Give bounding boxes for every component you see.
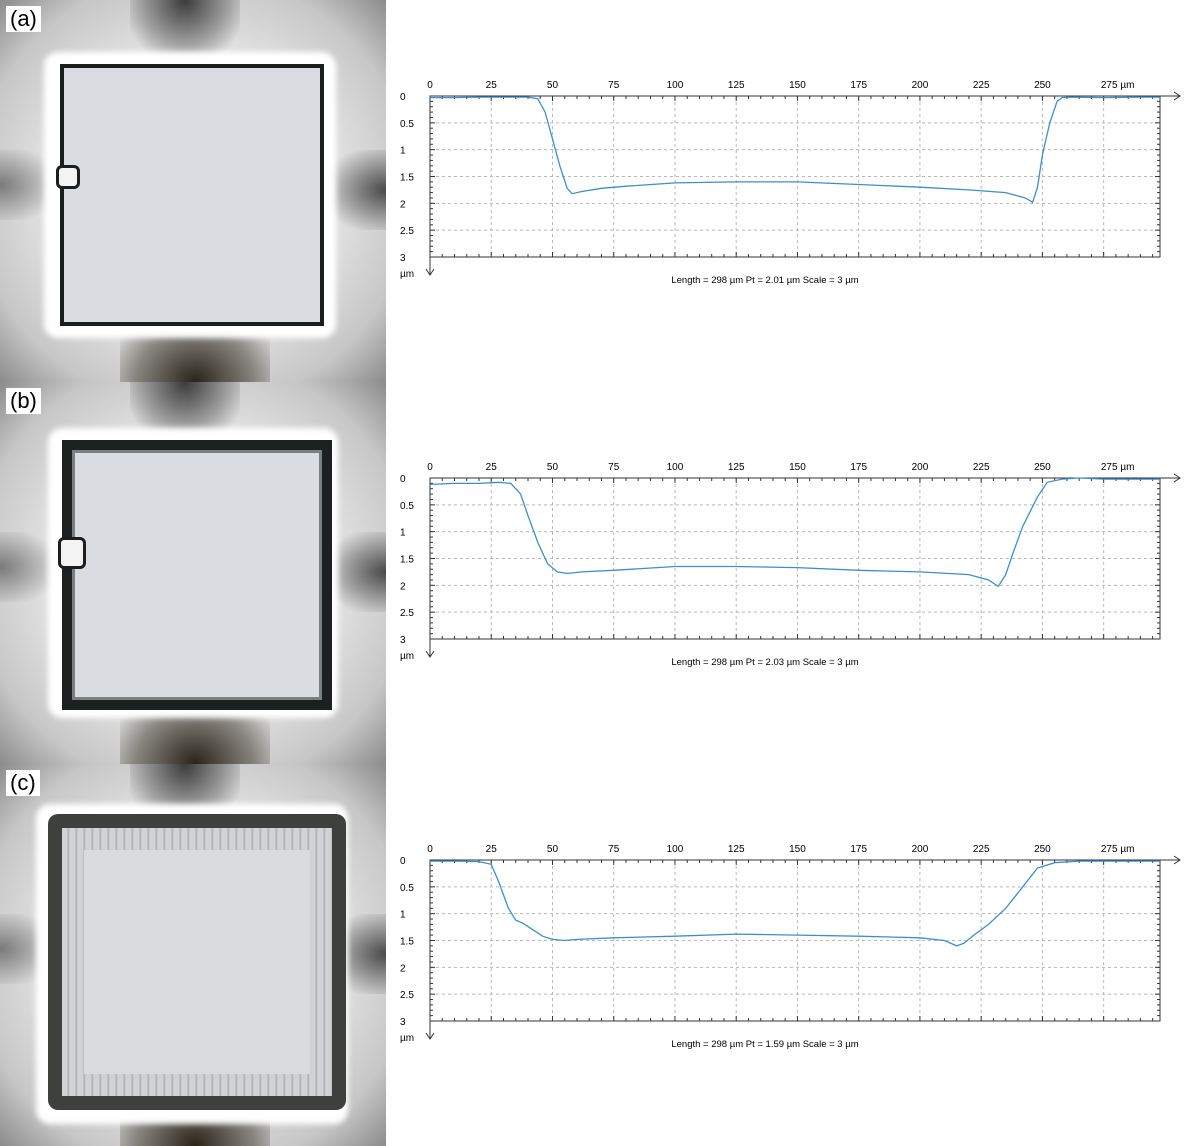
x-tick-label: 0 xyxy=(427,462,433,473)
x-tick-label: 150 xyxy=(789,462,806,473)
x-tick-label: 100 xyxy=(667,462,684,473)
micrograph-a: (a) xyxy=(0,0,386,382)
x-tick-label: 0 xyxy=(427,844,433,855)
profile-chart: 0 25 50 75 100 125 150 175 200 225 250 275 µm 0 0.5 1 1… xyxy=(400,462,1181,668)
y-tick-label: 2.5 xyxy=(400,990,414,1001)
y-unit-label: µm xyxy=(400,1033,414,1044)
y-tick-label: 3 xyxy=(400,1017,406,1028)
y-tick-label: 3 xyxy=(400,635,406,646)
shadow xyxy=(130,0,240,60)
x-tick-label: 250 xyxy=(1034,80,1051,91)
micrograph-b: (b) xyxy=(0,382,386,764)
panel-b: (b) 0 25 50 75 100 125 150 175 200 225 250 275 µm 0 0… xyxy=(0,382,1187,764)
panel-c: (c) 0 25 50 75 100 125 150 175 200 225 250 275 µm 0 0… xyxy=(0,764,1187,1146)
notch xyxy=(58,537,86,569)
y-axis-arrowhead xyxy=(425,650,435,658)
shadow xyxy=(326,150,386,230)
x-tick-label: 100 xyxy=(667,844,684,855)
chart-caption: Length = 298 µm Pt = 1.59 µm Scale = 3 µ… xyxy=(671,1039,858,1050)
y-axis-arrowhead xyxy=(425,1032,435,1040)
profile-chart-a: 0 25 50 75 100 125 150 175 200 225 250 275 µm 0 0.5 1 1… xyxy=(386,60,1186,305)
y-tick-label: 0 xyxy=(400,856,406,867)
x-tick-label: 250 xyxy=(1034,844,1051,855)
x-axis-arrowhead xyxy=(1173,91,1181,101)
x-tick-label: 25 xyxy=(486,80,498,91)
profile-line xyxy=(430,860,1160,947)
square-interior xyxy=(84,850,310,1074)
y-tick-label: 2 xyxy=(400,963,406,974)
x-tick-label: 225 xyxy=(973,844,990,855)
y-tick-label: 1 xyxy=(400,146,406,157)
profile-line xyxy=(429,477,1160,588)
y-tick-label: 1.5 xyxy=(400,555,414,566)
profile-chart: 0 25 50 75 100 125 150 175 200 225 250 275 µm 0 0.5 1 1… xyxy=(400,80,1181,286)
etched-square xyxy=(60,64,324,326)
x-tick-label: 275 µm xyxy=(1101,462,1135,473)
y-tick-label: 2.5 xyxy=(400,226,414,237)
x-tick-label: 200 xyxy=(912,844,929,855)
x-tick-label: 175 xyxy=(850,844,867,855)
y-tick-label: 2 xyxy=(400,581,406,592)
y-unit-label: µm xyxy=(400,651,414,662)
panel-label: (c) xyxy=(6,770,40,796)
y-tick-label: 0.5 xyxy=(400,501,414,512)
profile-chart-b: 0 25 50 75 100 125 150 175 200 225 250 275 µm 0 0.5 1 1… xyxy=(386,442,1186,687)
x-tick-label: 25 xyxy=(486,844,498,855)
profile-chart-c: 0 25 50 75 100 125 150 175 200 225 250 275 µm 0 0.5 1 1… xyxy=(386,824,1186,1069)
notch xyxy=(56,165,80,189)
x-tick-label: 225 xyxy=(973,462,990,473)
y-unit-label: µm xyxy=(400,269,414,280)
x-tick-label: 275 µm xyxy=(1101,844,1135,855)
panel-label: (a) xyxy=(6,6,41,32)
x-axis-arrowhead xyxy=(1173,855,1181,865)
profile-chart: 0 25 50 75 100 125 150 175 200 225 250 275 µm 0 0.5 1 1… xyxy=(400,844,1181,1050)
x-tick-label: 150 xyxy=(789,80,806,91)
x-tick-label: 50 xyxy=(547,844,559,855)
x-tick-label: 275 µm xyxy=(1101,80,1135,91)
y-tick-label: 0 xyxy=(400,92,406,103)
x-tick-label: 75 xyxy=(608,80,620,91)
chart-caption: Length = 298 µm Pt = 2.01 µm Scale = 3 µ… xyxy=(671,275,858,286)
x-tick-label: 175 xyxy=(850,80,867,91)
x-axis-arrowhead xyxy=(1173,473,1181,483)
x-tick-label: 175 xyxy=(850,462,867,473)
x-tick-label: 125 xyxy=(728,462,745,473)
profile-line xyxy=(430,96,1160,204)
x-tick-label: 50 xyxy=(547,462,559,473)
x-tick-label: 0 xyxy=(427,80,433,91)
etched-square xyxy=(48,814,346,1110)
y-tick-label: 1.5 xyxy=(400,173,414,184)
y-tick-label: 2.5 xyxy=(400,608,414,619)
x-tick-label: 225 xyxy=(973,80,990,91)
x-tick-label: 200 xyxy=(912,462,929,473)
x-tick-label: 100 xyxy=(667,80,684,91)
x-tick-label: 250 xyxy=(1034,462,1051,473)
x-tick-label: 150 xyxy=(789,844,806,855)
shadow xyxy=(0,532,55,602)
y-tick-label: 1 xyxy=(400,910,406,921)
etched-square xyxy=(62,440,332,710)
x-tick-label: 25 xyxy=(486,462,498,473)
y-tick-label: 2 xyxy=(400,199,406,210)
panel-a: (a) 0 25 50 75 100 125 150 175 200 225 250 275 µm 0 0… xyxy=(0,0,1187,382)
x-tick-label: 125 xyxy=(728,844,745,855)
x-tick-label: 75 xyxy=(608,462,620,473)
x-tick-label: 125 xyxy=(728,80,745,91)
x-tick-label: 75 xyxy=(608,844,620,855)
micrograph-c: (c) xyxy=(0,764,386,1146)
y-tick-label: 0.5 xyxy=(400,883,414,894)
y-tick-label: 3 xyxy=(400,253,406,264)
y-tick-label: 0 xyxy=(400,474,406,485)
x-tick-label: 50 xyxy=(547,80,559,91)
y-axis-arrowhead xyxy=(425,268,435,276)
y-tick-label: 0.5 xyxy=(400,119,414,130)
y-tick-label: 1 xyxy=(400,528,406,539)
x-tick-label: 200 xyxy=(912,80,929,91)
y-tick-label: 1.5 xyxy=(400,937,414,948)
chart-caption: Length = 298 µm Pt = 2.03 µm Scale = 3 µ… xyxy=(671,657,858,668)
panel-label: (b) xyxy=(6,388,41,414)
